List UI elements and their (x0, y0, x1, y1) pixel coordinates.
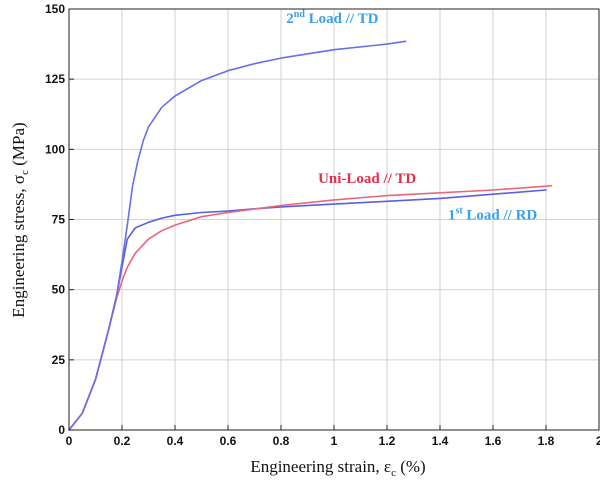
x-tick-label: 0.8 (273, 434, 290, 448)
y-tick-labels: 0 25 50 75 100 125 150 (45, 2, 74, 437)
y-tick-label: 125 (45, 72, 65, 86)
x-axis-title: Engineering strain, εc (%) (250, 457, 425, 479)
series-group (68, 40, 553, 431)
x-tick-label: 2 (596, 434, 600, 448)
x-tick-label: 1.6 (485, 434, 502, 448)
series-line-1 (68, 189, 547, 431)
x-tick-label: 0 (66, 434, 73, 448)
annotations: 2nd Load // TD Uni-Load // TD 1st Load // … (286, 9, 537, 223)
annotation-2: Uni-Load // TD (318, 171, 416, 187)
series-line-3 (68, 40, 407, 431)
y-tick-label: 75 (52, 213, 66, 227)
y-axis-title: Engineering stress, σc (MPa) (9, 122, 31, 317)
x-tick-label: 1 (331, 434, 338, 448)
annotation-3: 1st Load // RD (448, 206, 537, 224)
x-tick-label: 0.2 (114, 434, 131, 448)
y-tick-label: 25 (52, 353, 66, 367)
y-tick-label: 100 (45, 142, 65, 156)
x-tick-label: 1.8 (538, 434, 555, 448)
annotation-1: 2nd Load // TD (286, 9, 378, 27)
y-tick-label: 50 (52, 283, 66, 297)
x-tick-labels: 0 0.2 0.4 0.6 0.8 1 1.2 1.4 1.6 1.8 2 (66, 425, 600, 448)
x-tick-label: 0.4 (167, 434, 184, 448)
y-tick-label: 0 (58, 423, 65, 437)
x-tick-label: 1.2 (379, 434, 396, 448)
y-tick-label: 150 (45, 2, 65, 16)
x-tick-label: 1.4 (432, 434, 449, 448)
x-tick-label: 0.6 (220, 434, 237, 448)
